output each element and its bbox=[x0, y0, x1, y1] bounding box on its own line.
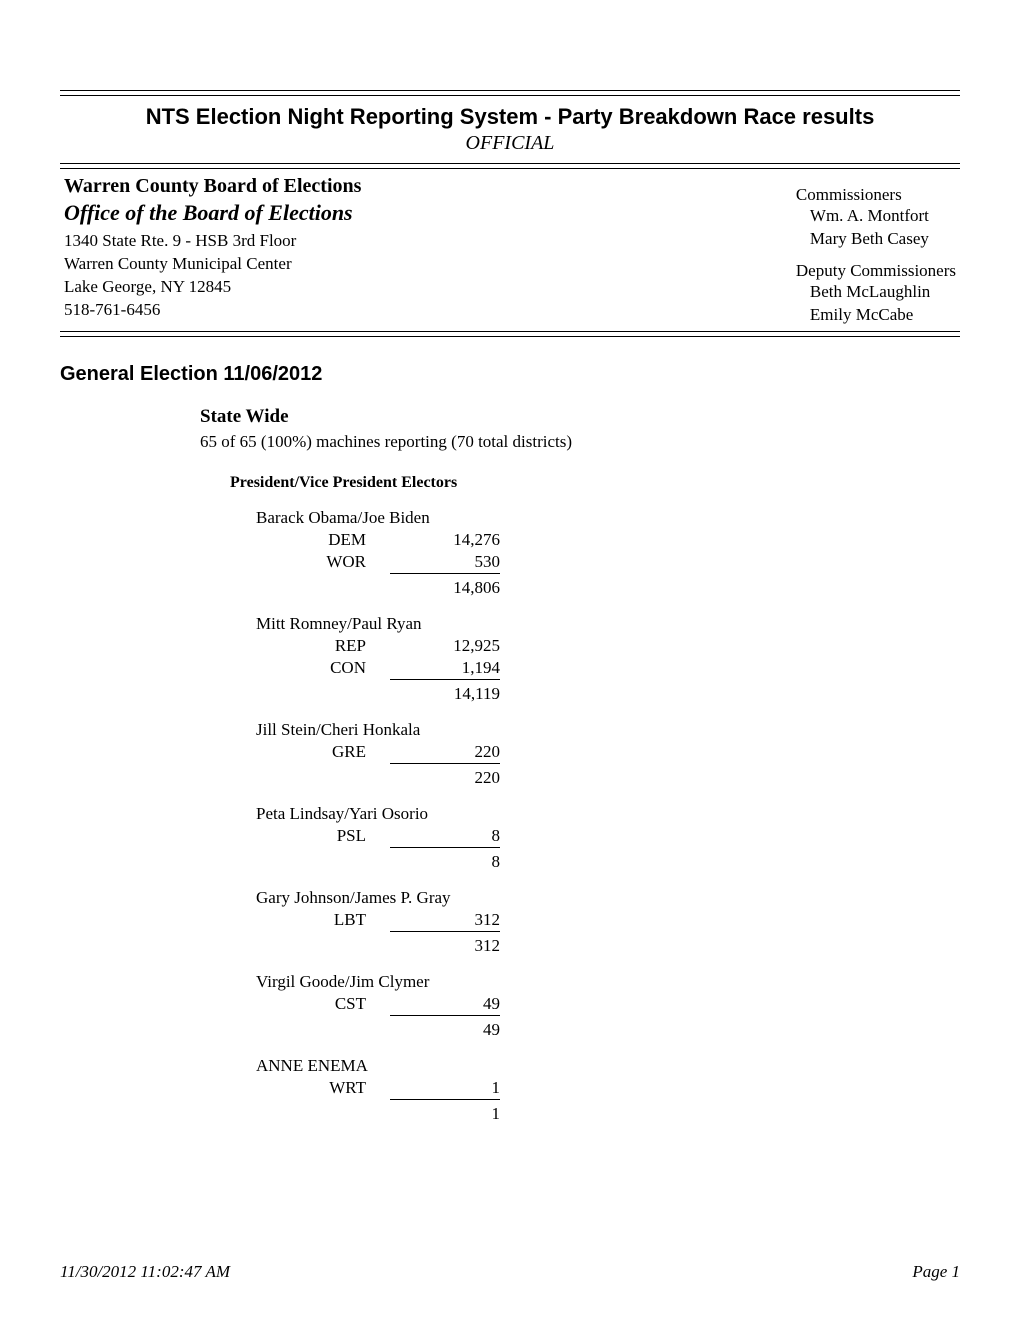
page-title: NTS Election Night Reporting System - Pa… bbox=[60, 104, 960, 130]
party-label: WOR bbox=[256, 552, 390, 572]
footer-page: Page 1 bbox=[912, 1262, 960, 1282]
subtotal-rule bbox=[390, 763, 500, 764]
candidate-name: Gary Johnson/James P. Gray bbox=[256, 888, 960, 908]
commissioner-name: Mary Beth Casey bbox=[796, 228, 956, 251]
footer-timestamp: 11/30/2012 11:02:47 AM bbox=[60, 1262, 230, 1282]
subtotal-value: 14,806 bbox=[390, 578, 500, 598]
subtotal-row: 1 bbox=[256, 1104, 960, 1124]
party-votes: 8 bbox=[390, 826, 500, 846]
party-row: LBT312 bbox=[256, 910, 960, 930]
candidate-name: Jill Stein/Cheri Honkala bbox=[256, 720, 960, 740]
party-label: WRT bbox=[256, 1078, 390, 1098]
subtotal-rule bbox=[390, 679, 500, 680]
party-row: DEM14,276 bbox=[256, 530, 960, 550]
header-right: Commissioners Wm. A. Montfort Mary Beth … bbox=[796, 175, 956, 327]
party-votes: 312 bbox=[390, 910, 500, 930]
subtotal-row: 220 bbox=[256, 768, 960, 788]
candidate-name: Mitt Romney/Paul Ryan bbox=[256, 614, 960, 634]
candidate-block: Gary Johnson/James P. GrayLBT312312 bbox=[256, 888, 960, 956]
footer: 11/30/2012 11:02:47 AM Page 1 bbox=[60, 1262, 960, 1282]
subtotal-value: 1 bbox=[390, 1104, 500, 1124]
office-name: Office of the Board of Elections bbox=[64, 200, 361, 226]
subtotal-row: 14,806 bbox=[256, 578, 960, 598]
candidate-name: Virgil Goode/Jim Clymer bbox=[256, 972, 960, 992]
subtotal-value: 14,119 bbox=[390, 684, 500, 704]
candidate-name: Peta Lindsay/Yari Osorio bbox=[256, 804, 960, 824]
subtotal-row: 312 bbox=[256, 936, 960, 956]
page-subtitle: OFFICIAL bbox=[60, 132, 960, 155]
scope: State Wide bbox=[200, 406, 960, 428]
party-row: CON1,194 bbox=[256, 658, 960, 678]
header-bottom-rule bbox=[60, 331, 960, 337]
candidate-name: Barack Obama/Joe Biden bbox=[256, 508, 960, 528]
subtotal-value: 220 bbox=[390, 768, 500, 788]
address-line: Lake George, NY 12845 bbox=[64, 276, 361, 299]
party-votes: 1,194 bbox=[390, 658, 500, 678]
address-line: 1340 State Rte. 9 - HSB 3rd Floor bbox=[64, 230, 361, 253]
party-votes: 14,276 bbox=[390, 530, 500, 550]
subtotal-value: 8 bbox=[390, 852, 500, 872]
party-votes: 1 bbox=[390, 1078, 500, 1098]
party-votes: 12,925 bbox=[390, 636, 500, 656]
party-label: GRE bbox=[256, 742, 390, 762]
election-heading: General Election 11/06/2012 bbox=[60, 363, 960, 386]
phone: 518-761-6456 bbox=[64, 299, 361, 322]
party-label: LBT bbox=[256, 910, 390, 930]
org-name: Warren County Board of Elections bbox=[64, 175, 361, 198]
subtotal-row: 14,119 bbox=[256, 684, 960, 704]
party-label: CON bbox=[256, 658, 390, 678]
party-row: WRT1 bbox=[256, 1078, 960, 1098]
subtotal-rule bbox=[390, 1099, 500, 1100]
reporting-status: 65 of 65 (100%) machines reporting (70 t… bbox=[200, 432, 960, 452]
party-label: CST bbox=[256, 994, 390, 1014]
deputy-name: Beth McLaughlin bbox=[796, 281, 956, 304]
header-block: Warren County Board of Elections Office … bbox=[60, 169, 960, 331]
party-row: REP12,925 bbox=[256, 636, 960, 656]
subtotal-row: 8 bbox=[256, 852, 960, 872]
party-votes: 530 bbox=[390, 552, 500, 572]
candidate-block: Barack Obama/Joe BidenDEM14,276WOR53014,… bbox=[256, 508, 960, 598]
party-label: REP bbox=[256, 636, 390, 656]
commissioners-label: Commissioners bbox=[796, 185, 956, 205]
candidate-block: Peta Lindsay/Yari OsorioPSL88 bbox=[256, 804, 960, 872]
candidate-block: Virgil Goode/Jim ClymerCST4949 bbox=[256, 972, 960, 1040]
candidate-name: ANNE ENEMA bbox=[256, 1056, 960, 1076]
party-votes: 220 bbox=[390, 742, 500, 762]
candidate-block: Jill Stein/Cheri HonkalaGRE220220 bbox=[256, 720, 960, 788]
candidates-container: Barack Obama/Joe BidenDEM14,276WOR53014,… bbox=[200, 508, 960, 1124]
subtotal-value: 312 bbox=[390, 936, 500, 956]
party-row: CST49 bbox=[256, 994, 960, 1014]
party-label: PSL bbox=[256, 826, 390, 846]
subtotal-value: 49 bbox=[390, 1020, 500, 1040]
subtotal-row: 49 bbox=[256, 1020, 960, 1040]
commissioner-name: Wm. A. Montfort bbox=[796, 205, 956, 228]
address: 1340 State Rte. 9 - HSB 3rd Floor Warren… bbox=[64, 230, 361, 322]
subtotal-rule bbox=[390, 1015, 500, 1016]
header-left: Warren County Board of Elections Office … bbox=[64, 175, 361, 327]
subtotal-rule bbox=[390, 573, 500, 574]
top-rule bbox=[60, 90, 960, 96]
content: State Wide 65 of 65 (100%) machines repo… bbox=[200, 406, 960, 1124]
address-line: Warren County Municipal Center bbox=[64, 253, 361, 276]
deputy-label: Deputy Commissioners bbox=[796, 261, 956, 281]
party-row: PSL8 bbox=[256, 826, 960, 846]
deputy-name: Emily McCabe bbox=[796, 304, 956, 327]
party-votes: 49 bbox=[390, 994, 500, 1014]
candidate-block: Mitt Romney/Paul RyanREP12,925CON1,194 14… bbox=[256, 614, 960, 704]
subtotal-rule bbox=[390, 931, 500, 932]
subtotal-rule bbox=[390, 847, 500, 848]
party-label: DEM bbox=[256, 530, 390, 550]
party-row: WOR530 bbox=[256, 552, 960, 572]
candidate-block: ANNE ENEMAWRT11 bbox=[256, 1056, 960, 1124]
race-title: President/Vice President Electors bbox=[230, 474, 960, 492]
party-row: GRE220 bbox=[256, 742, 960, 762]
